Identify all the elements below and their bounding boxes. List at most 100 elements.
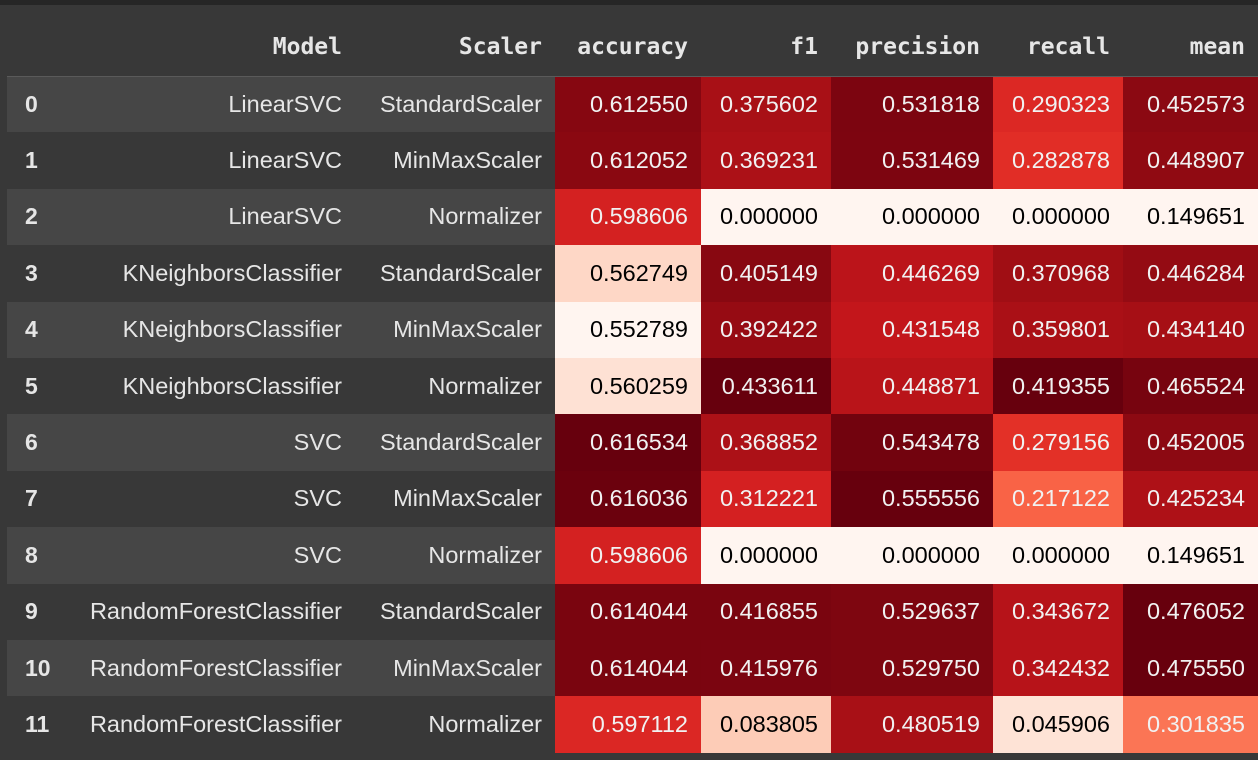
table-row: 8 SVC Normalizer 0.598606 0.000000 0.000000 0.… (7, 527, 1258, 584)
cell-mean: 0.465524 (1123, 357, 1258, 415)
cell-recall: 0.290323 (993, 76, 1123, 133)
cell-recall: 0.342432 (993, 639, 1123, 697)
cell-f1: 0.405149 (701, 245, 831, 302)
cell-precision: 0.531818 (831, 76, 993, 133)
cell-scaler: StandardScaler (355, 583, 555, 640)
cell-recall: 0.282878 (993, 132, 1123, 189)
cell-model: RandomForestClassifier (55, 696, 355, 753)
row-index: 3 (7, 245, 55, 302)
row-index: 9 (7, 583, 55, 640)
cell-recall: 0.000000 (993, 527, 1123, 584)
cell-accuracy: 0.612550 (555, 76, 701, 133)
column-header-scaler: Scaler (355, 19, 555, 77)
row-index: 0 (7, 76, 55, 133)
column-header-recall: recall (993, 19, 1123, 77)
row-index: 1 (7, 132, 55, 189)
column-header-mean: mean (1123, 19, 1258, 77)
cell-scaler: StandardScaler (355, 76, 555, 133)
cell-recall: 0.217122 (993, 470, 1123, 528)
cell-model: KNeighborsClassifier (55, 357, 355, 415)
cell-scaler: MinMaxScaler (355, 470, 555, 528)
table-row: 5 KNeighborsClassifier Normalizer 0.560259 0… (7, 357, 1258, 415)
table-row: 1 LinearSVC MinMaxScaler 0.612052 0.369231 0.… (7, 132, 1258, 189)
cell-model: LinearSVC (55, 188, 355, 246)
cell-scaler: Normalizer (355, 357, 555, 415)
row-index: 4 (7, 301, 55, 358)
table-row: 2 LinearSVC Normalizer 0.598606 0.000000 0.00… (7, 188, 1258, 246)
cell-recall: 0.000000 (993, 188, 1123, 246)
cell-precision: 0.529637 (831, 583, 993, 640)
cell-f1: 0.312221 (701, 470, 831, 528)
row-index: 6 (7, 414, 55, 471)
cell-scaler: MinMaxScaler (355, 132, 555, 189)
cell-f1: 0.375602 (701, 76, 831, 133)
cell-accuracy: 0.614044 (555, 583, 701, 640)
cell-f1: 0.416855 (701, 583, 831, 640)
cell-scaler: Normalizer (355, 527, 555, 584)
cell-accuracy: 0.598606 (555, 527, 701, 584)
cell-mean: 0.434140 (1123, 301, 1258, 358)
column-header-model: Model (55, 19, 355, 77)
cell-model: KNeighborsClassifier (55, 245, 355, 302)
cell-mean: 0.149651 (1123, 527, 1258, 584)
header-row: Model Scaler accuracy f1 precision recal… (7, 19, 1258, 77)
cell-model: KNeighborsClassifier (55, 301, 355, 358)
cell-model: LinearSVC (55, 76, 355, 133)
table-row: 10 RandomForestClassifier MinMaxScaler 0.61… (7, 639, 1258, 697)
cell-recall: 0.343672 (993, 583, 1123, 640)
cell-model: RandomForestClassifier (55, 583, 355, 640)
cell-precision: 0.531469 (831, 132, 993, 189)
cell-accuracy: 0.598606 (555, 188, 701, 246)
table-row: 6 SVC StandardScaler 0.616534 0.368852 0.5434… (7, 414, 1258, 471)
cell-precision: 0.480519 (831, 696, 993, 753)
cell-accuracy: 0.614044 (555, 639, 701, 697)
column-header-precision: precision (831, 19, 993, 77)
cell-accuracy: 0.552789 (555, 301, 701, 358)
cell-recall: 0.045906 (993, 696, 1123, 753)
cell-mean: 0.476052 (1123, 583, 1258, 640)
cell-precision: 0.431548 (831, 301, 993, 358)
cell-precision: 0.000000 (831, 188, 993, 246)
cell-accuracy: 0.562749 (555, 245, 701, 302)
cell-f1: 0.000000 (701, 527, 831, 584)
cell-precision: 0.543478 (831, 414, 993, 471)
table-row: 9 RandomForestClassifier StandardScaler 0.6… (7, 583, 1258, 640)
table-row: 0 LinearSVC StandardScaler 0.612550 0.375602… (7, 76, 1258, 133)
row-index: 7 (7, 470, 55, 528)
cell-recall: 0.419355 (993, 357, 1123, 415)
cell-f1: 0.368852 (701, 414, 831, 471)
dataframe-table: Model Scaler accuracy f1 precision recal… (7, 19, 1258, 753)
row-index: 11 (7, 696, 55, 753)
cell-f1: 0.415976 (701, 639, 831, 697)
cell-mean: 0.446284 (1123, 245, 1258, 302)
table-row: 4 KNeighborsClassifier MinMaxScaler 0.55278… (7, 301, 1258, 358)
cell-scaler: MinMaxScaler (355, 639, 555, 697)
column-header-f1: f1 (701, 19, 831, 77)
cell-precision: 0.000000 (831, 527, 993, 584)
cell-accuracy: 0.612052 (555, 132, 701, 189)
output-top-border (0, 0, 1258, 5)
cell-precision: 0.529750 (831, 639, 993, 697)
cell-precision: 0.555556 (831, 470, 993, 528)
cell-accuracy: 0.616036 (555, 470, 701, 528)
cell-model: SVC (55, 527, 355, 584)
cell-accuracy: 0.616534 (555, 414, 701, 471)
cell-model: SVC (55, 414, 355, 471)
cell-precision: 0.446269 (831, 245, 993, 302)
cell-mean: 0.425234 (1123, 470, 1258, 528)
cell-model: SVC (55, 470, 355, 528)
cell-accuracy: 0.560259 (555, 357, 701, 415)
cell-model: RandomForestClassifier (55, 639, 355, 697)
row-index: 8 (7, 527, 55, 584)
index-header (7, 19, 55, 77)
row-index: 10 (7, 639, 55, 697)
table-row: 3 KNeighborsClassifier StandardScaler 0.562… (7, 245, 1258, 302)
cell-recall: 0.370968 (993, 245, 1123, 302)
cell-f1: 0.392422 (701, 301, 831, 358)
cell-f1: 0.433611 (701, 357, 831, 415)
row-index: 5 (7, 357, 55, 415)
cell-recall: 0.279156 (993, 414, 1123, 471)
cell-mean: 0.448907 (1123, 132, 1258, 189)
cell-scaler: StandardScaler (355, 245, 555, 302)
cell-mean: 0.301835 (1123, 696, 1258, 753)
